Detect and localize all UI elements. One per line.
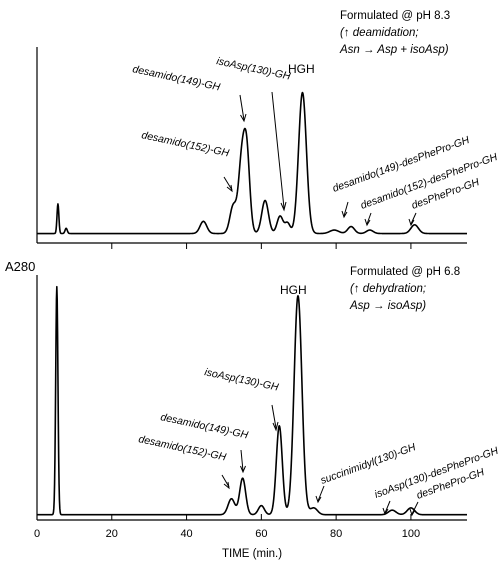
top-arrow-desamido-152-desphepro: [366, 212, 372, 225]
bottom-header-line-2: (↑ dehydration;: [350, 283, 426, 295]
top-arrow-desphepro: [410, 212, 417, 225]
top-arrowhead-desamido-152: [226, 184, 233, 193]
y-axis-label: A280: [5, 259, 35, 274]
bottom-arrowhead-desamido-149: [240, 465, 246, 474]
bottom-arrowhead-desamido-152: [223, 481, 230, 490]
top-arrowhead-desamido-149-desphepro: [341, 210, 348, 219]
top-panel: Formulated @ pH 8.3 (↑ deamidation; Asn …: [36, 10, 499, 249]
top-label-desamido-152: desamido(152)-GH: [140, 129, 230, 159]
bottom-arrow-desamido-152: [221, 474, 230, 488]
bottom-arrow-desphepro: [411, 501, 419, 515]
top-label-isoasp-130: isoAsp(130)-GH: [215, 55, 292, 82]
bottom-panel: Formulated @ pH 6.8 (↑ dehydration; Asp …: [34, 266, 500, 560]
x-axis-tick-labels: 0 20 40 60 80 100: [34, 528, 420, 540]
bottom-arrowhead-isoasp-130-desphepro: [382, 507, 389, 516]
top-label-desamido-149: desamido(149)-GH: [131, 63, 221, 93]
top-arrowhead-desamido-152-desphepro: [364, 218, 371, 227]
bottom-arrow-isoasp-130: [271, 404, 277, 429]
bottom-arrow-succinimidyl-130: [317, 485, 325, 502]
bottom-header-line-3: Asp → isoAsp): [349, 300, 426, 312]
x-tick-label-20: 20: [106, 528, 118, 540]
bottom-label-desamido-152: desamido(152)-GH: [137, 433, 227, 463]
top-header-line-3: Asn → Asp + isoAsp): [339, 44, 449, 56]
top-header-line-2: (↑ deamidation;: [340, 27, 419, 39]
top-arrow-desamido-149: [239, 94, 245, 121]
bottom-chromatogram-trace: [36, 285, 468, 516]
x-tick-label-60: 60: [255, 528, 267, 540]
x-axis-label: TIME (min.): [222, 548, 282, 560]
x-tick-label-0: 0: [34, 528, 40, 540]
top-arrow-desamido-149-desphepro: [343, 201, 349, 217]
bottom-arrowhead-succinimidyl-130: [315, 495, 322, 504]
top-arrow-desamido-152: [223, 176, 233, 191]
top-arrowhead-desphepro: [408, 218, 415, 227]
top-hgh-label: HGH: [288, 62, 315, 76]
top-panel-ticks: [111, 243, 412, 249]
bottom-hgh-label: HGH: [280, 283, 307, 297]
top-arrowhead-isoasp-130: [280, 201, 287, 212]
top-arrowhead-desamido-149: [240, 113, 247, 123]
bottom-arrowhead-isoasp-130: [272, 421, 279, 432]
x-tick-label-40: 40: [180, 528, 192, 540]
top-chromatogram-trace: [36, 91, 468, 235]
top-header-line-1: Formulated @ pH 8.3: [340, 10, 450, 22]
bottom-label-desamido-149: desamido(149)-GH: [159, 411, 249, 441]
bottom-arrowhead-desphepro: [409, 508, 416, 517]
y-axis-label-group: A280: [5, 259, 35, 274]
bottom-arrow-desamido-149: [240, 449, 244, 472]
bottom-arrow-isoasp-130-desphepro: [384, 500, 391, 514]
bottom-header-line-1: Formulated @ pH 6.8: [350, 266, 460, 278]
top-arrow-isoasp-130: [271, 91, 285, 209]
bottom-label-isoasp-130: isoAsp(130)-GH: [203, 366, 280, 393]
x-tick-label-80: 80: [330, 528, 342, 540]
x-tick-label-100: 100: [402, 528, 420, 540]
